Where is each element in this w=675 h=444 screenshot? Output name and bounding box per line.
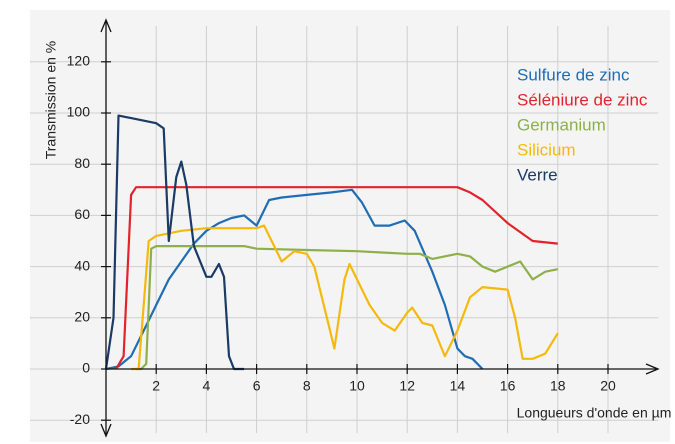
- y-tick-label: 20: [74, 309, 90, 325]
- x-tick-label: 4: [203, 378, 211, 394]
- x-axis-label: Longueurs d'onde en µm: [517, 405, 672, 421]
- y-arrow-top: [100, 18, 112, 33]
- axes: [100, 18, 660, 438]
- y-tick-label: 80: [74, 155, 90, 171]
- y-tick-label: 120: [67, 53, 91, 69]
- series-line: [105, 188, 484, 371]
- series-line: [136, 245, 559, 371]
- y-tick-label: -20: [70, 411, 90, 427]
- legend-entry: Séléniure de zinc: [517, 90, 648, 109]
- x-tick-label: 16: [500, 378, 516, 394]
- legend-entry: Verre: [517, 165, 558, 184]
- y-tick-label: 0: [82, 360, 90, 376]
- x-tick-label: 2: [152, 378, 160, 394]
- x-tick-label: 6: [253, 378, 261, 394]
- grid: [30, 25, 659, 433]
- y-tick-label: 100: [67, 104, 91, 120]
- legend-entry: Sulfure de zinc: [517, 65, 630, 84]
- y-tick-label: 60: [74, 206, 90, 222]
- series-line: [131, 224, 559, 371]
- legend-entry: Silicium: [517, 140, 576, 159]
- legend-entry: Germanium: [517, 115, 606, 134]
- x-tick-label: 8: [303, 378, 311, 394]
- lines: [104, 114, 559, 371]
- series-line: [104, 114, 245, 371]
- x-tick-label: 10: [349, 378, 365, 394]
- x-tick-label: 14: [450, 378, 466, 394]
- series-line: [115, 186, 558, 370]
- y-tick-label: 40: [74, 257, 90, 273]
- y-axis-label: Transmission en %: [43, 41, 59, 160]
- x-tick-label: 12: [399, 378, 415, 394]
- y-arrow-bottom: [100, 423, 112, 438]
- x-tick-label: 18: [550, 378, 566, 394]
- x-arrow: [645, 363, 660, 375]
- x-tick-label: 20: [600, 378, 616, 394]
